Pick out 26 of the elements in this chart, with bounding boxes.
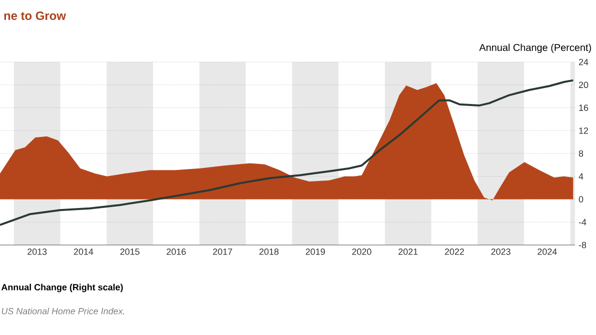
x-tick-label: 2015 [120,248,140,255]
y2-tick-label: -4 [578,219,586,226]
x-tick-label: 2021 [398,248,418,255]
text: US National Home Price Index. [2,308,124,314]
y2-tick-label: 24 [578,58,588,66]
x-tick-label: 2016 [166,248,186,255]
y2-tick-label: 16 [579,104,588,111]
y2-tick-label: 20 [578,82,588,88]
y2-axis-title: Annual Change (Percent) [479,44,591,53]
x-tick-label: 2019 [306,248,325,255]
x-tick-label: 2022 [444,248,464,255]
y2-tick-label: 0 [578,196,584,202]
x-tick-label: 2018 [259,248,279,255]
chart-title: ne to Grow [4,12,66,20]
line-series [0,79,574,226]
y2-tick-label: 12 [579,127,588,134]
x-tick-label: 2013 [28,248,47,255]
y2-tick-label: -8 [578,242,586,248]
x-tick-label: 2014 [74,248,94,255]
x-tick-label: 2024 [538,248,557,255]
x-tick-label: 2020 [352,248,372,255]
x-tick-label: 2017 [213,248,232,255]
y2-tick-label: 4 [578,173,584,180]
x-tick-label: 2023 [491,248,510,255]
y2-tick-label: 8 [578,150,584,157]
text: Annual Change (Right scale) [1,284,123,292]
